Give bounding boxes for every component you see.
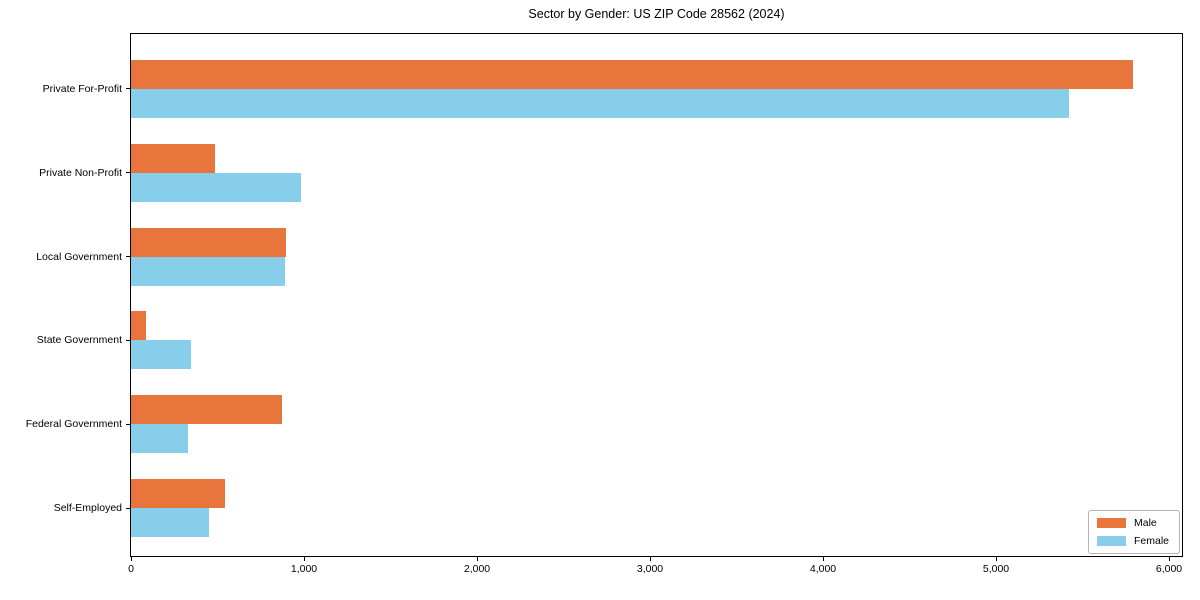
bar-male-1 [131,143,216,173]
x-tick-label: 2,000 [463,563,491,575]
y-tick-mark [126,507,130,509]
x-tick-label: 4,000 [809,563,837,575]
x-tick-label: 6,000 [1155,563,1183,575]
legend-entry-female: Female [1096,535,1169,547]
bar-male-0 [131,59,1133,89]
x-tick-label: 5,000 [982,563,1010,575]
bar-male-4 [131,395,283,425]
y-tick-mark [126,339,130,341]
x-tick-mark [130,557,132,561]
y-tick-mark [126,256,130,258]
bar-female-5 [131,508,209,538]
x-tick-mark [995,557,997,561]
y-tick-mark [126,88,130,90]
y-tick-label: Private For-Profit [42,82,122,95]
y-tick-mark [126,172,130,174]
legend-entry-male: Male [1096,517,1169,529]
bar-male-5 [131,479,226,509]
bar-female-3 [131,340,191,370]
legend: Male Female [1087,510,1180,554]
bar-female-4 [131,424,189,454]
bar-male-2 [131,227,286,257]
x-tick-mark [822,557,824,561]
legend-swatch-female [1096,536,1126,546]
x-tick-mark [476,557,478,561]
legend-label-female: Female [1133,535,1169,547]
bar-female-0 [131,88,1069,118]
y-tick-label: Self-Employed [53,502,122,515]
y-tick-label: State Government [36,334,122,347]
y-tick-label: Local Government [36,250,122,263]
bar-female-1 [131,172,301,202]
y-tick-label: Federal Government [25,418,122,431]
chart-title: Sector by Gender: US ZIP Code 28562 (202… [528,7,785,21]
plot-area [130,33,1183,557]
legend-swatch-male [1096,518,1126,528]
x-tick-label: 0 [128,563,134,575]
bar-male-3 [131,311,146,341]
y-tick-label: Private Non-Profit [39,166,122,179]
y-tick-mark [126,423,130,425]
x-tick-mark [1168,557,1170,561]
bar-female-2 [131,256,286,286]
x-tick-mark [303,557,305,561]
x-tick-label: 1,000 [290,563,318,575]
x-tick-label: 3,000 [636,563,664,575]
legend-label-male: Male [1133,517,1157,529]
x-tick-mark [649,557,651,561]
